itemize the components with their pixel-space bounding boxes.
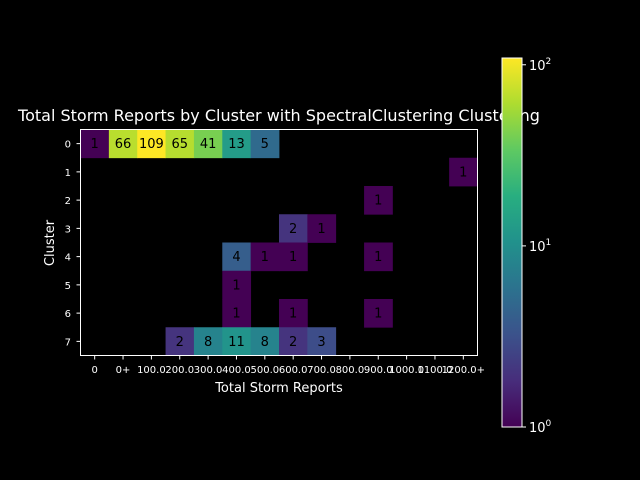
y-tick-label: 5 bbox=[65, 281, 71, 292]
cell-value-label: 1 bbox=[374, 194, 382, 209]
heatmap-cell bbox=[307, 327, 337, 356]
heatmap-cell bbox=[222, 270, 252, 300]
colorbar-tick-label: 102 bbox=[529, 57, 551, 74]
y-tick-label: 1 bbox=[65, 168, 71, 179]
y-tick-label: 4 bbox=[65, 253, 71, 264]
cell-value-label: 8 bbox=[261, 335, 269, 350]
cell-value-label: 41 bbox=[200, 137, 217, 152]
colorbar: 100 101 102 bbox=[501, 57, 552, 436]
colorbar-gradient bbox=[501, 57, 523, 428]
cell-value-label: 65 bbox=[171, 137, 188, 152]
x-tick-label: 1000.0 bbox=[389, 365, 424, 376]
cell-value-label: 1 bbox=[317, 222, 325, 237]
chart-title: Total Storm Reports by Cluster with Spec… bbox=[17, 106, 540, 125]
cell-value-label: 2 bbox=[289, 222, 297, 237]
y-tick-label: 6 bbox=[65, 309, 71, 320]
colorbar-tick-label: 101 bbox=[529, 238, 551, 255]
x-tick-label: 200.0 bbox=[165, 365, 194, 376]
x-tick-label: 300.0 bbox=[194, 365, 223, 376]
colorbar-ticks: 100 101 102 bbox=[522, 57, 552, 436]
cell-value-label: 3 bbox=[317, 335, 325, 350]
x-tick-label: 0+ bbox=[116, 365, 131, 376]
heatmap-cell bbox=[364, 242, 393, 272]
cell-value-label: 1 bbox=[374, 250, 382, 265]
x-tick-label: 600.0 bbox=[279, 365, 308, 376]
heatmap-cell bbox=[449, 157, 478, 187]
plot-frame bbox=[80, 129, 478, 356]
heatmap-cell bbox=[364, 186, 393, 215]
cell-value-label: 5 bbox=[261, 137, 269, 152]
cell-value-label: 1 bbox=[261, 250, 269, 265]
heatmap-cell bbox=[137, 129, 166, 159]
heatmap-cell bbox=[279, 214, 308, 243]
heatmap-cell bbox=[80, 129, 110, 159]
x-tick-label: 1200.0+ bbox=[442, 365, 485, 376]
heatmap-cell bbox=[193, 129, 223, 159]
cell-value-label: 1 bbox=[459, 165, 467, 180]
heatmap-cell bbox=[307, 214, 337, 243]
cell-value-label: 109 bbox=[139, 137, 164, 152]
x-axis-label: Total Storm Reports bbox=[214, 381, 343, 396]
cell-value-label: 1 bbox=[289, 250, 297, 265]
cell-value-label: 13 bbox=[228, 137, 245, 152]
cell-value-label: 1 bbox=[232, 307, 240, 322]
heatmap-cell bbox=[165, 129, 195, 159]
cell-value-label: 8 bbox=[204, 335, 212, 350]
heatmap-cell bbox=[222, 327, 252, 356]
cell-value-label: 11 bbox=[228, 335, 245, 350]
heatmap-cell bbox=[364, 299, 393, 328]
x-tick-label: 100.0 bbox=[137, 365, 166, 376]
x-tick-label: 700.0 bbox=[307, 365, 336, 376]
x-tick-label: 500.0 bbox=[251, 365, 280, 376]
x-axis-ticks: 0 0+ 100.0 200.0 300.0 400.0 500.0 600.0 700.0 80… bbox=[91, 355, 485, 376]
y-axis-ticks: 0 1 2 3 4 5 6 7 bbox=[65, 140, 81, 348]
cell-value-label: 1 bbox=[289, 307, 297, 322]
heatmap-cell bbox=[222, 129, 252, 159]
cell-value-label: 4 bbox=[232, 250, 240, 265]
heatmap-cell bbox=[250, 129, 280, 159]
heatmap-cell bbox=[165, 327, 195, 356]
heatmap-cell bbox=[279, 242, 308, 272]
colorbar-tick-label: 100 bbox=[529, 419, 552, 436]
x-tick-label: 400.0 bbox=[222, 365, 251, 376]
heatmap-cell bbox=[222, 242, 252, 272]
heatmap-cell bbox=[222, 299, 252, 328]
y-axis-label: Cluster bbox=[43, 219, 58, 266]
cell-value-label: 1 bbox=[232, 278, 240, 293]
heatmap-cell bbox=[193, 327, 223, 356]
heatmap-cell bbox=[250, 327, 280, 356]
cell-value-label: 2 bbox=[176, 335, 184, 350]
heatmap-cell bbox=[250, 242, 280, 272]
x-tick-label: 800.0 bbox=[336, 365, 365, 376]
x-tick-label: 900.0 bbox=[364, 365, 393, 376]
heatmap-cells bbox=[80, 129, 478, 356]
x-tick-label: 1100.0 bbox=[417, 365, 452, 376]
heatmap-cell bbox=[279, 299, 308, 328]
cell-value-label: 1 bbox=[91, 137, 99, 152]
y-tick-label: 7 bbox=[65, 337, 71, 348]
heatmap-cell bbox=[108, 129, 138, 159]
y-tick-label: 0 bbox=[65, 140, 71, 151]
x-tick-label: 0 bbox=[91, 365, 97, 376]
cell-value-label: 66 bbox=[115, 137, 132, 152]
heatmap-cell bbox=[279, 327, 308, 356]
cell-value-label: 1 bbox=[374, 307, 382, 322]
y-tick-label: 2 bbox=[65, 196, 71, 207]
cell-value-label: 2 bbox=[289, 335, 297, 350]
y-tick-label: 3 bbox=[65, 224, 71, 235]
